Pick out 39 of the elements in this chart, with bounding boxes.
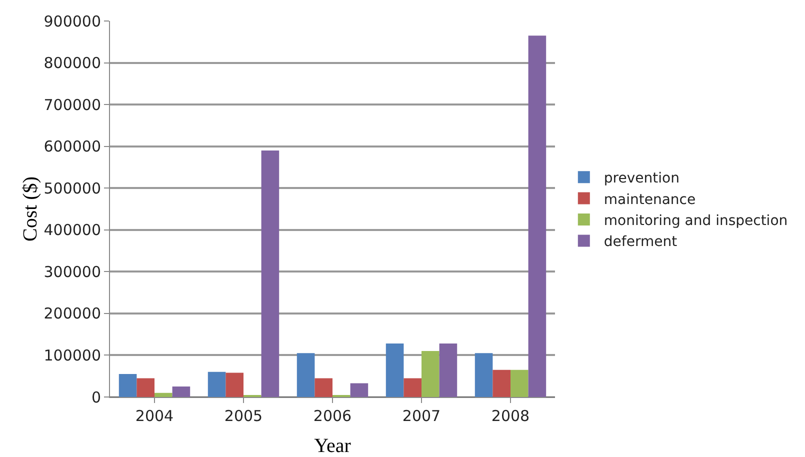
- x-tick-label: 2006: [313, 407, 352, 425]
- bar: [474, 353, 493, 397]
- legend-label: prevention: [604, 170, 680, 187]
- y-tick-label: 600000: [44, 138, 101, 156]
- y-tick-label: 0: [91, 388, 101, 406]
- bar: [422, 351, 440, 397]
- bar: [136, 378, 154, 397]
- bar: [492, 370, 510, 397]
- bar: [439, 344, 458, 397]
- x-tick-label: 2008: [491, 407, 530, 425]
- bar: [261, 150, 280, 397]
- y-tick-label: 900000: [44, 12, 101, 30]
- bar: [350, 383, 368, 397]
- x-tick-label: 2004: [135, 407, 174, 425]
- y-tick-label: 800000: [44, 54, 101, 72]
- y-tick-label: 500000: [44, 179, 101, 198]
- y-tick-label: 400000: [44, 221, 101, 240]
- bar: [296, 353, 315, 397]
- y-axis-title: Cost ($): [20, 176, 42, 242]
- bar: [118, 374, 137, 397]
- bar: [314, 378, 332, 397]
- legend-label: deferment: [604, 234, 678, 250]
- y-tick-label: 100000: [44, 346, 101, 364]
- bar: [386, 344, 404, 397]
- x-axis-title: Year: [314, 435, 352, 457]
- legend-label: maintenance: [604, 192, 696, 208]
- bar: [510, 370, 528, 397]
- y-tick-label: 200000: [44, 304, 101, 323]
- bar: [172, 386, 190, 397]
- y-tick-label: 700000: [44, 96, 101, 114]
- bar: [208, 372, 226, 397]
- bar: [528, 36, 546, 397]
- bar: [226, 372, 244, 397]
- y-tick-label: 300000: [44, 262, 101, 281]
- x-tick-label: 2005: [224, 407, 263, 425]
- bar: [404, 378, 422, 397]
- bar: [154, 392, 172, 397]
- legend-label: monitoring and inspection: [604, 212, 788, 229]
- x-tick-label: 2007: [402, 407, 441, 425]
